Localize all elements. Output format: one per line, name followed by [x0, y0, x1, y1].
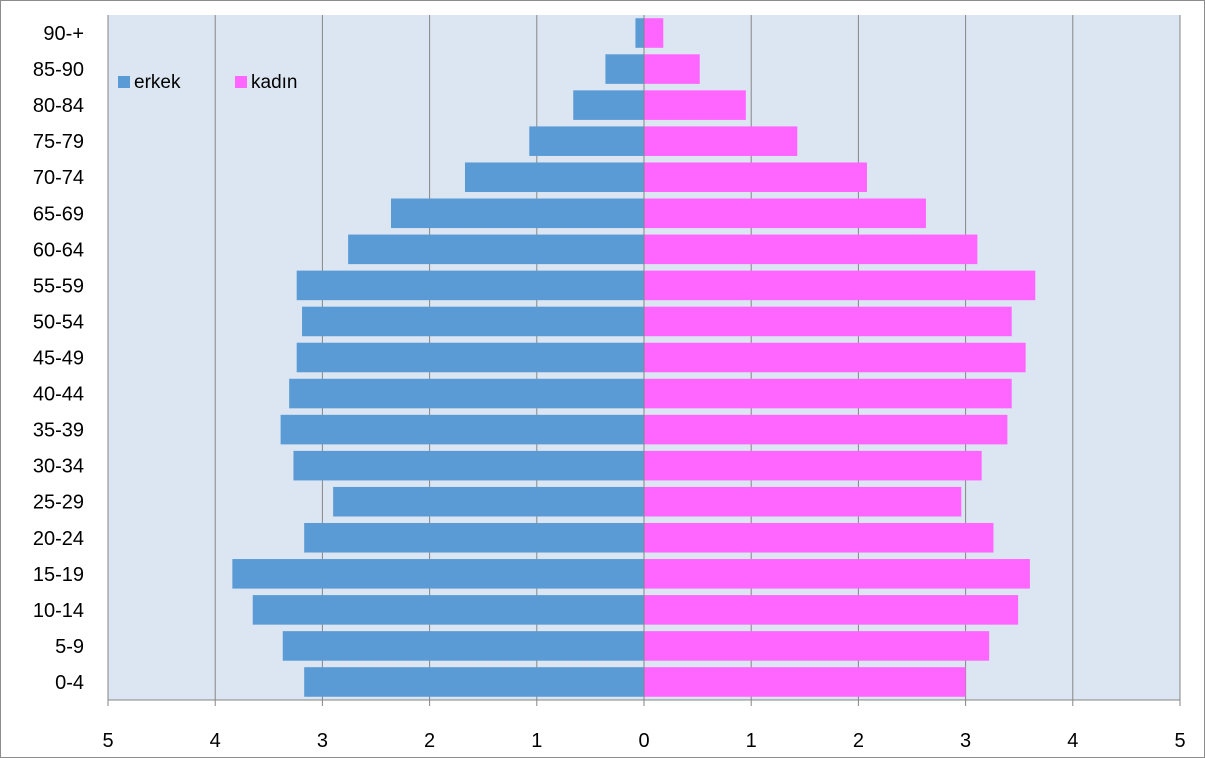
bar-kadin-85-90: [644, 54, 700, 84]
bar-erkek-35-39: [280, 414, 644, 445]
x-tick-label: 1: [531, 730, 542, 752]
bar-kadin-40-44: [644, 378, 1012, 409]
bar-erkek-5-9: [282, 631, 644, 661]
bar-kadin-35-39: [644, 414, 1008, 445]
axes: 5 4 3 2 1 0 1 2 3 4 5 0-4 5-9 10-14 15-19 20-24 25-29 30-…: [33, 15, 1186, 752]
y-tick-label: 0-4: [55, 672, 84, 694]
x-tick-label: 5: [102, 730, 113, 752]
y-tick-label: 50-54: [33, 311, 84, 333]
bar-erkek-40-44: [289, 378, 644, 409]
y-tick-label: 45-49: [33, 348, 84, 370]
bar-kadin-65-69: [644, 198, 926, 229]
bar-kadin-30-34: [644, 450, 982, 481]
y-tick-label: 25-29: [33, 492, 84, 514]
bar-kadin-45-49: [644, 342, 1026, 373]
bar-kadin-25-29: [644, 486, 962, 517]
bar-erkek-65-69: [391, 198, 644, 229]
y-tick-label: 30-34: [33, 456, 84, 478]
bar-kadin-0-4: [644, 667, 966, 697]
y-tick-label: 55-59: [33, 275, 84, 297]
y-tick-label: 70-74: [33, 167, 84, 189]
x-tick-label: 3: [960, 730, 971, 752]
y-tick-label: 15-19: [33, 564, 84, 586]
bar-erkek-55-59: [296, 270, 644, 301]
y-tick-label: 20-24: [33, 528, 84, 550]
bar-erkek-75-79: [529, 126, 644, 156]
bar-erkek-25-29: [333, 486, 644, 517]
legend-swatch-kadın: [235, 76, 247, 88]
bar-kadin-5-9: [644, 631, 990, 661]
bar-erkek-30-34: [293, 450, 644, 481]
bar-kadin-55-59: [644, 270, 1036, 301]
bar-erkek-15-19: [232, 559, 645, 589]
bar-erkek-20-24: [304, 522, 644, 553]
x-tick-label: 5: [1174, 730, 1185, 752]
bar-kadin-70-74: [644, 162, 867, 193]
bar-erkek-0-4: [304, 667, 644, 697]
y-tick-label: 60-64: [33, 239, 84, 261]
y-tick-label: 40-44: [33, 384, 84, 406]
bar-kadin-15-19: [644, 559, 1030, 589]
y-tick-label: 65-69: [33, 203, 84, 225]
y-tick-label: 80-84: [33, 95, 84, 117]
bar-kadin-60-64: [644, 234, 978, 265]
y-tick-label: 90-+: [43, 23, 84, 45]
bars: [232, 18, 1036, 697]
bar-erkek-85-90: [605, 54, 644, 84]
bar-kadin-50-54: [644, 306, 1012, 337]
bar-erkek-90-+: [635, 18, 644, 48]
bar-kadin-75-79: [644, 126, 798, 156]
bar-erkek-10-14: [252, 595, 644, 625]
bar-erkek-60-64: [348, 234, 644, 265]
bar-kadin-20-24: [644, 522, 994, 553]
legend-label-erkek: erkek: [134, 72, 181, 93]
x-tick-label: 1: [746, 730, 757, 752]
y-tick-label: 85-90: [33, 59, 84, 81]
bar-erkek-50-54: [302, 306, 644, 337]
legend: erkek kadın: [118, 72, 297, 93]
y-tick-label: 5-9: [55, 636, 84, 658]
bar-kadin-90-+: [644, 18, 664, 48]
x-tick-label: 0: [638, 730, 649, 752]
x-tick-label: 4: [1067, 730, 1078, 752]
x-tick-label: 3: [317, 730, 328, 752]
y-tick-label: 75-79: [33, 131, 84, 153]
y-tick-label: 35-39: [33, 420, 84, 442]
bar-erkek-45-49: [296, 342, 644, 373]
bar-erkek-80-84: [573, 90, 644, 120]
y-tick-label: 10-14: [33, 600, 84, 622]
x-tick-label: 2: [424, 730, 435, 752]
bar-kadin-10-14: [644, 595, 1019, 625]
x-tick-label: 2: [853, 730, 864, 752]
legend-swatch-erkek: [118, 76, 130, 88]
x-tick-label: 4: [210, 730, 221, 752]
legend-label-kadın: kadın: [251, 72, 297, 93]
bar-erkek-70-74: [464, 162, 644, 193]
bar-kadin-80-84: [644, 90, 746, 120]
